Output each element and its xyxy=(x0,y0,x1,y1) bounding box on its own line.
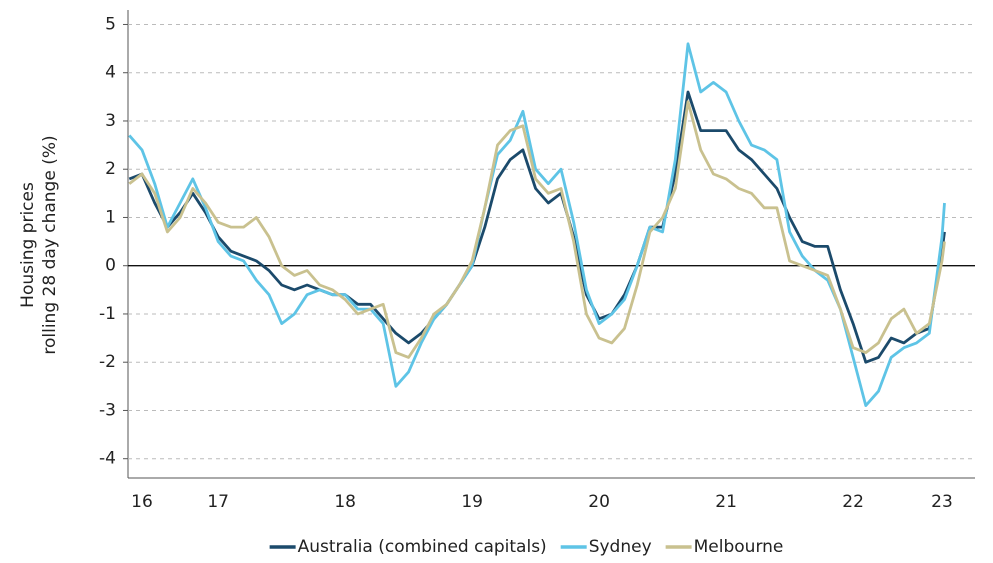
legend: Australia (combined capitals) Sydney Melbo… xyxy=(269,537,784,557)
y-tick-label: 0 xyxy=(105,256,116,276)
legend-label: Australia (combined capitals) xyxy=(298,537,547,557)
y-tick-label: 1 xyxy=(105,207,116,227)
x-tick-label: 21 xyxy=(715,492,737,512)
x-tick-label: 20 xyxy=(588,492,610,512)
legend-item: Australia (combined capitals) xyxy=(269,537,547,557)
y-axis-title-line: rolling 28 day change (%) xyxy=(40,135,60,354)
y-tick-label: -4 xyxy=(99,449,116,469)
x-tick-label: 16 xyxy=(131,492,153,512)
y-tick-label: 4 xyxy=(105,63,116,83)
x-tick-label: 19 xyxy=(461,492,483,512)
x-tick-label: 18 xyxy=(334,492,356,512)
y-tick-label: 3 xyxy=(105,111,116,131)
series-line xyxy=(128,42,946,407)
y-axis-title-line: Housing prices xyxy=(18,182,38,308)
x-tick-label: 17 xyxy=(207,492,229,512)
legend-label: Melbourne xyxy=(694,537,784,557)
y-tick-label: -2 xyxy=(99,352,116,372)
y-tick-label: -3 xyxy=(99,400,116,420)
y-tick-label: 5 xyxy=(105,14,116,34)
legend-item: Melbourne xyxy=(665,537,784,557)
series-line xyxy=(128,100,946,359)
legend-item: Sydney xyxy=(560,537,652,557)
y-axis-title: Housing prices rolling 28 day change (%) xyxy=(18,135,60,354)
legend-label: Sydney xyxy=(589,537,652,557)
series-line xyxy=(128,90,946,364)
y-tick-label: -1 xyxy=(99,304,116,324)
x-tick-label: 23 xyxy=(931,492,953,512)
x-tick-label: 22 xyxy=(842,492,864,512)
y-tick-label: 2 xyxy=(105,159,116,179)
